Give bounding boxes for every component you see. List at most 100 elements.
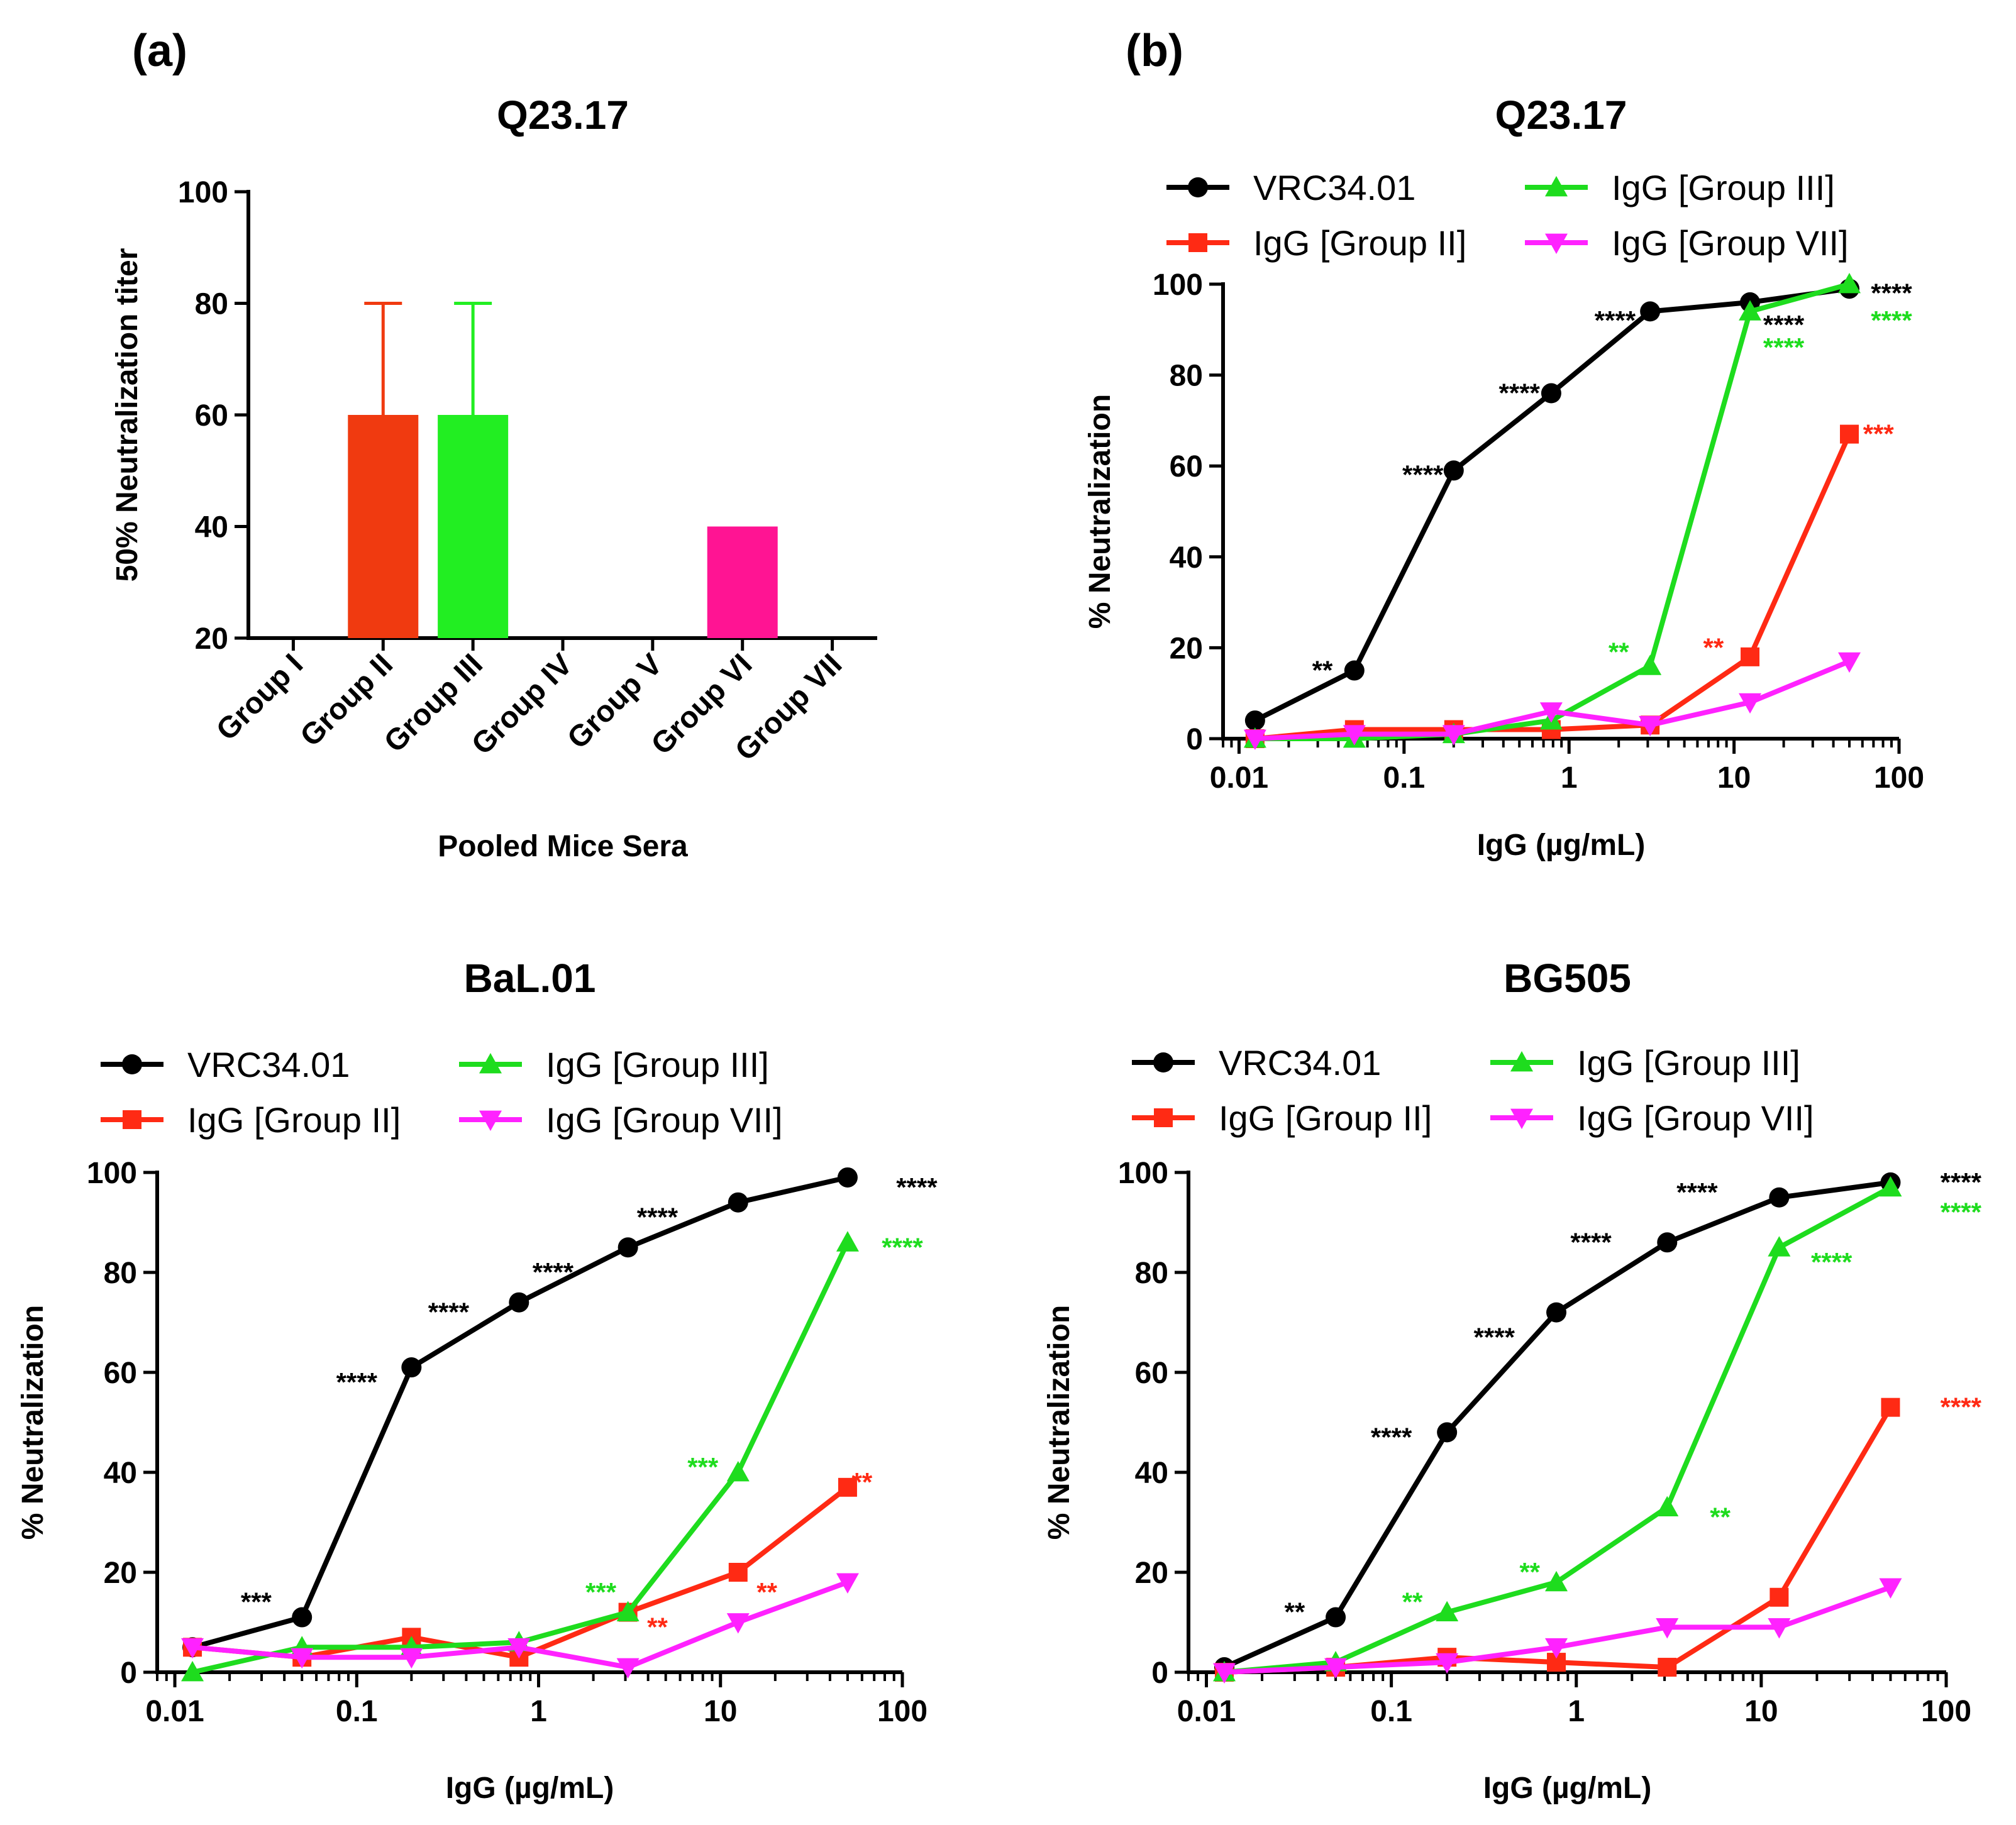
legend-swatch-marker bbox=[1510, 1051, 1533, 1072]
significance-annotation: *** bbox=[687, 1452, 719, 1482]
data-point bbox=[1442, 725, 1465, 746]
x-tick-label: 1 bbox=[530, 1695, 547, 1728]
significance-annotation: **** bbox=[428, 1298, 470, 1327]
x-tick-label: 100 bbox=[877, 1695, 928, 1728]
significance-annotation: **** bbox=[637, 1203, 678, 1232]
significance-annotation: **** bbox=[1595, 306, 1636, 335]
data-point bbox=[1739, 300, 1762, 321]
y-tick-label: 0 bbox=[1186, 723, 1203, 756]
data-point bbox=[1326, 1607, 1346, 1628]
significance-annotation: **** bbox=[533, 1257, 574, 1287]
bar bbox=[707, 526, 778, 638]
data-point bbox=[181, 1661, 204, 1682]
data-point bbox=[838, 1477, 857, 1497]
series-line bbox=[1254, 433, 1852, 741]
significance-annotation: **** bbox=[896, 1172, 938, 1202]
significance-annotation: **** bbox=[1499, 378, 1541, 408]
series-line bbox=[1224, 1185, 1892, 1675]
legend-label: VRC34.01 bbox=[1253, 168, 1415, 207]
legend-label: VRC34.01 bbox=[1219, 1043, 1381, 1083]
data-point bbox=[1658, 1658, 1677, 1677]
data-point bbox=[1344, 660, 1365, 681]
significance-annotation: *** bbox=[1863, 419, 1895, 449]
significance-annotation: ** bbox=[1402, 1587, 1423, 1617]
legend-label: IgG [Group II] bbox=[1219, 1098, 1432, 1138]
y-tick-label: 100 bbox=[1153, 268, 1203, 302]
data-point bbox=[1879, 1176, 1902, 1197]
line-chart-bg505: BG505 VRC34.01 IgG [Group III] IgG [Group I… bbox=[1043, 956, 1982, 1805]
data-point bbox=[292, 1607, 313, 1628]
bar-chart-q23: Q23.17 20 40 60 80 100 50% Neutralization tite… bbox=[111, 92, 877, 863]
y-tick-label: 20 bbox=[104, 1557, 137, 1590]
legend-swatch-marker bbox=[1510, 1108, 1533, 1129]
legend-label: IgG [Group VII] bbox=[546, 1100, 783, 1140]
data-point bbox=[1545, 1570, 1568, 1592]
y-tick-label: 80 bbox=[1170, 360, 1203, 393]
series-line bbox=[192, 1175, 848, 1650]
significance-annotation: ** bbox=[756, 1577, 777, 1607]
legend-label: IgG [Group VII] bbox=[1577, 1098, 1814, 1138]
y-tick-label: 80 bbox=[104, 1257, 137, 1290]
significance-annotation: **** bbox=[1371, 1422, 1412, 1452]
line-chart-bal01: BaL.01 VRC34.01 IgG [Group III] IgG [Group … bbox=[16, 956, 938, 1805]
significance-annotation: **** bbox=[336, 1367, 378, 1397]
y-axis-label: % Neutralization bbox=[1083, 394, 1117, 629]
data-point bbox=[837, 1167, 858, 1188]
data-point bbox=[728, 1192, 748, 1213]
data-point bbox=[1838, 652, 1861, 673]
data-point bbox=[1436, 1601, 1459, 1621]
chart-title: BG505 bbox=[1504, 956, 1631, 1001]
data-point bbox=[401, 1357, 422, 1378]
significance-annotation: **** bbox=[1763, 333, 1805, 362]
data-point bbox=[1739, 693, 1762, 714]
data-point bbox=[726, 1613, 750, 1634]
y-tick-label: 60 bbox=[1170, 450, 1203, 483]
series-line bbox=[1223, 1179, 1891, 1670]
legend-swatch-marker bbox=[123, 1110, 141, 1129]
data-point bbox=[1881, 1398, 1900, 1417]
y-axis-label: 50% Neutralization titer bbox=[111, 248, 144, 582]
significance-annotation: ** bbox=[1609, 637, 1629, 667]
data-point bbox=[1437, 1422, 1458, 1443]
series-line bbox=[1254, 286, 1850, 723]
data-point bbox=[1640, 301, 1661, 322]
significance-annotation: ** bbox=[1710, 1502, 1731, 1532]
x-tick-label: 10 bbox=[704, 1695, 737, 1728]
data-point bbox=[1879, 1578, 1902, 1599]
legend-label: IgG [Group II] bbox=[1253, 223, 1466, 263]
x-axis-label: Pooled Mice Sera bbox=[438, 830, 688, 863]
data-point bbox=[1343, 725, 1366, 746]
data-point bbox=[728, 1563, 748, 1582]
data-point bbox=[1541, 383, 1561, 404]
data-point bbox=[1546, 1302, 1567, 1323]
legend-label: IgG [Group II] bbox=[187, 1100, 401, 1140]
significance-annotation: **** bbox=[1871, 278, 1912, 307]
data-point bbox=[616, 1658, 640, 1679]
y-tick-label: 20 bbox=[1170, 632, 1203, 665]
panel-label-a: (a) bbox=[132, 26, 187, 76]
x-tick-label: 0.1 bbox=[1383, 761, 1425, 795]
bar bbox=[438, 415, 509, 638]
significance-annotation: **** bbox=[1474, 1322, 1515, 1352]
data-point bbox=[1838, 273, 1861, 294]
data-point bbox=[1244, 710, 1265, 731]
y-tick-label: 20 bbox=[195, 622, 228, 656]
significance-annotation: ** bbox=[1284, 1597, 1305, 1627]
y-axis-label: % Neutralization bbox=[16, 1305, 50, 1540]
x-tick-label: 10 bbox=[1717, 761, 1751, 795]
legend-swatch-marker bbox=[1545, 233, 1568, 254]
data-point bbox=[616, 1601, 640, 1621]
data-point bbox=[1656, 1496, 1679, 1517]
data-point bbox=[1545, 1638, 1568, 1659]
significance-annotation: **** bbox=[1871, 306, 1912, 335]
data-point bbox=[1657, 1232, 1678, 1253]
chart-title: Q23.17 bbox=[497, 92, 629, 138]
bar bbox=[348, 415, 419, 638]
data-point bbox=[1324, 1658, 1348, 1679]
y-tick-label: 80 bbox=[1135, 1257, 1168, 1290]
data-point bbox=[1639, 654, 1662, 675]
legend-swatch-marker bbox=[1188, 233, 1207, 252]
x-tick-label: 1 bbox=[1561, 761, 1578, 795]
data-point bbox=[836, 1573, 859, 1594]
significance-annotation: **** bbox=[1941, 1167, 1982, 1197]
